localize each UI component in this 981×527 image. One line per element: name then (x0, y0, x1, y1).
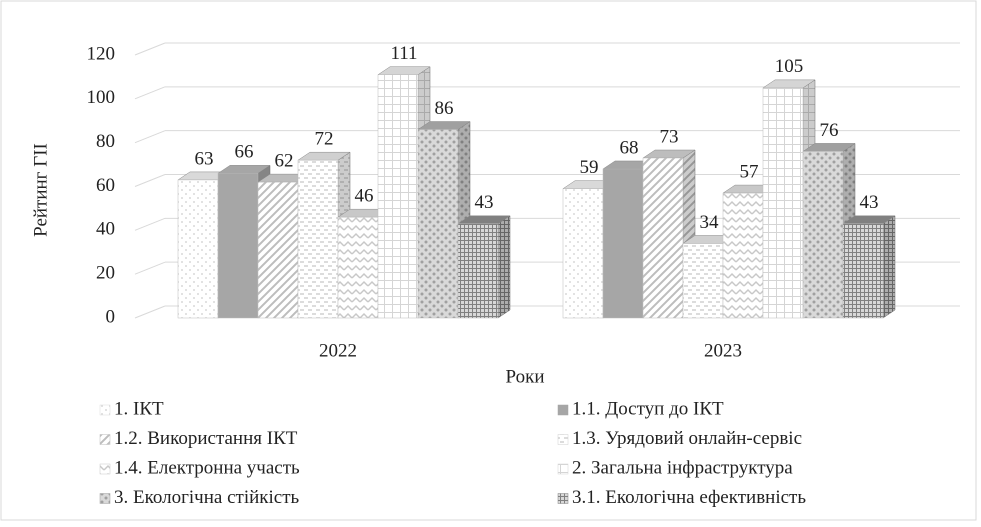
value-label: 76 (820, 120, 839, 141)
value-label: 105 (775, 56, 804, 77)
y-tick-label: 0 (106, 306, 116, 327)
bar (842, 223, 884, 319)
bar (562, 188, 604, 319)
grid-line-depth (134, 217, 166, 231)
grid-line-depth (134, 305, 166, 319)
y-axis-label: Рейтинг ГІІ (30, 143, 51, 237)
legend-swatch (557, 404, 569, 416)
bar (257, 181, 299, 319)
value-label: 34 (700, 212, 720, 233)
grid-line-depth (134, 261, 166, 275)
y-tick-label: 120 (87, 43, 116, 64)
x-tick-label: 2023 (704, 340, 742, 361)
grid-line-depth (134, 130, 166, 144)
value-label: 111 (390, 43, 417, 64)
value-label: 43 (860, 192, 879, 213)
bar (602, 168, 644, 319)
grid-line-depth (134, 42, 166, 56)
value-label: 66 (235, 142, 254, 163)
value-label: 73 (660, 126, 679, 147)
legend-label: 3.1. Екологічна ефективність (572, 487, 806, 508)
legend-label: 1.3. Урядовий онлайн-сервіс (572, 428, 802, 449)
bar (642, 157, 684, 319)
grid-line-depth (134, 174, 166, 187)
bar (217, 173, 259, 319)
bar (297, 159, 339, 319)
legend-swatch (99, 463, 111, 475)
y-tick-label: 20 (96, 263, 115, 284)
bar (762, 87, 804, 319)
bar (337, 216, 379, 319)
value-label: 62 (275, 150, 294, 171)
bar (682, 243, 724, 319)
value-label: 72 (315, 129, 334, 150)
legend-label: 1. ІКТ (114, 398, 164, 419)
value-label: 68 (620, 137, 639, 158)
legend-label: 2. Загальна інфраструктура (572, 457, 793, 478)
bar (802, 151, 844, 319)
grid-line-depth (134, 86, 166, 100)
y-tick-label: 60 (96, 175, 115, 196)
bar (417, 129, 459, 319)
legend-swatch (99, 493, 111, 504)
legend-label: 3. Екологічна стійкість (114, 487, 300, 508)
legend-swatch (99, 404, 111, 416)
value-label: 63 (195, 148, 214, 169)
value-label: 86 (435, 98, 454, 119)
legend-label: 1.1. Доступ до ІКТ (572, 398, 724, 419)
y-tick-label: 40 (96, 219, 115, 240)
x-tick-label: 2022 (319, 340, 357, 361)
value-label: 43 (475, 192, 494, 213)
bar-side (497, 215, 511, 319)
y-tick-label: 80 (96, 131, 115, 152)
bar (377, 74, 419, 319)
legend-swatch (557, 463, 569, 475)
bar (177, 179, 219, 319)
value-label: 59 (580, 157, 599, 178)
bar (722, 192, 764, 319)
y-tick-label: 100 (87, 87, 116, 108)
legend-label: 1.4. Електронна участь (114, 457, 300, 478)
x-axis-label: Роки (506, 366, 545, 387)
legend-swatch (557, 434, 569, 445)
legend-label: 1.2. Використання ІКТ (114, 428, 298, 449)
value-label: 46 (355, 186, 374, 207)
bar (457, 223, 499, 319)
legend-swatch (557, 493, 569, 504)
legend-swatch (99, 434, 111, 445)
value-label: 57 (740, 161, 759, 182)
bar-side (882, 215, 896, 319)
